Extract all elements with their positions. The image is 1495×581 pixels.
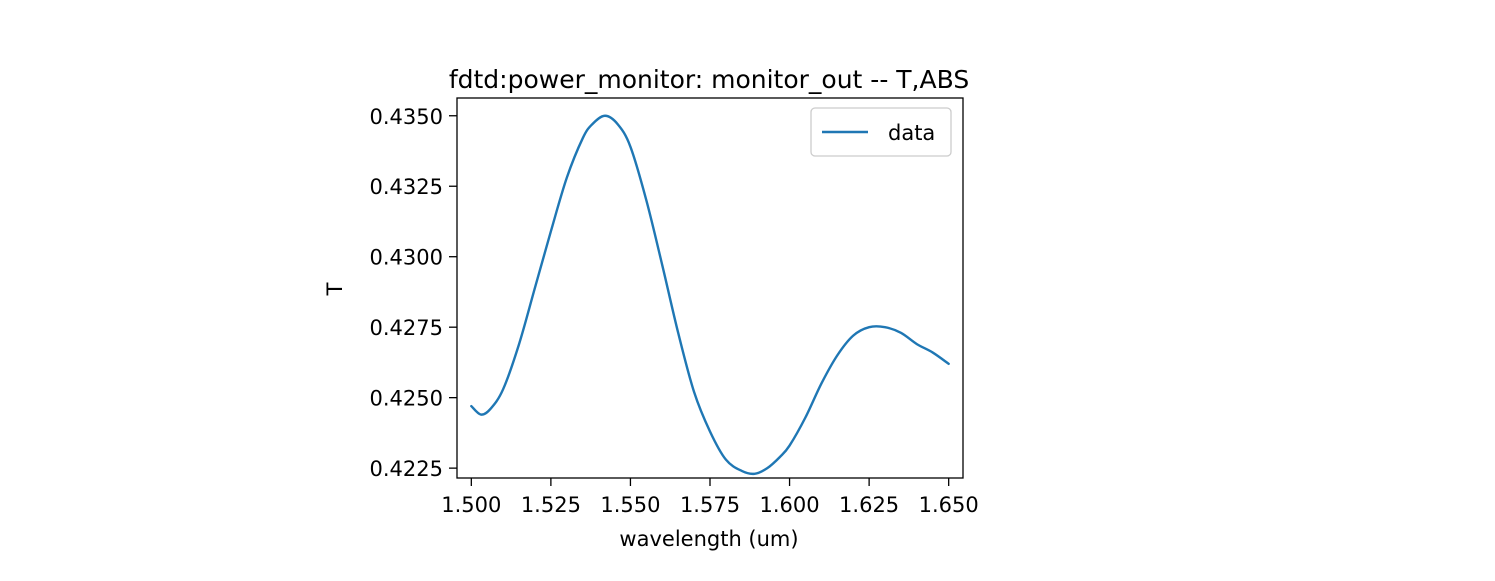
x-tick-label: 1.500 — [441, 493, 501, 517]
legend: data — [810, 107, 952, 157]
x-tick-label: 1.550 — [600, 493, 660, 517]
x-tick-label: 1.525 — [521, 493, 581, 517]
legend-box — [810, 107, 952, 157]
x-axis-label: wavelength (um) — [619, 527, 798, 551]
y-tick-label: 0.4275 — [370, 316, 443, 340]
x-tick-label: 1.600 — [759, 493, 819, 517]
y-tick-label: 0.4250 — [370, 387, 443, 411]
y-axis-label: T — [323, 282, 347, 296]
series-line-data — [470, 114, 950, 476]
y-tick-label: 0.4225 — [370, 457, 443, 481]
chart-title: fdtd:power_monitor: monitor_out -- T,ABS — [449, 65, 969, 94]
x-tick-label: 1.625 — [839, 493, 899, 517]
y-tick-label: 0.4350 — [370, 105, 443, 129]
x-axis: 1.500 1.525 1.550 1.575 1.600 1.625 1.650 — [441, 478, 979, 517]
y-axis: 0.4225 0.4250 0.4275 0.4300 0.4325 0.4350 — [370, 105, 457, 481]
y-tick-label: 0.4300 — [370, 246, 443, 270]
x-tick-label: 1.575 — [680, 493, 740, 517]
x-tick-label: 1.650 — [919, 493, 979, 517]
y-tick-label: 0.4325 — [370, 175, 443, 199]
legend-label-data: data — [888, 121, 935, 145]
